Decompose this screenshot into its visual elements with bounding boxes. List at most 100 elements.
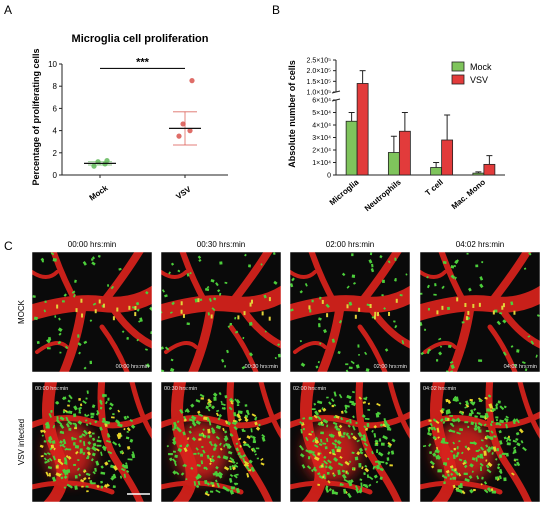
microglia-cell: [495, 476, 499, 480]
vessel-branch: [496, 303, 540, 349]
microglia-cell: [238, 454, 244, 459]
microglia-cell: [433, 293, 437, 296]
microglia-cell: [78, 411, 82, 414]
bar-mock: [472, 172, 485, 176]
microglia-cell: [117, 443, 122, 448]
microglia-cell: [436, 455, 441, 460]
microglia-cell: [86, 490, 89, 493]
microglia-cell: [218, 391, 222, 396]
microglia-cell: [117, 409, 121, 413]
microglia-cell: [308, 416, 313, 420]
microglia-cell: [210, 405, 216, 410]
microglia-cell: [325, 465, 328, 469]
microglia-cell: [437, 469, 442, 473]
microglia-cell: [85, 485, 89, 488]
microglia-cell: [505, 415, 509, 419]
microglia-cell: [343, 488, 347, 494]
microglia-cell: [487, 394, 492, 398]
microglia-cell: [92, 442, 97, 447]
microglia-cell: [449, 415, 453, 417]
microglia-cell: [94, 467, 97, 472]
microglia-cell: [504, 417, 509, 422]
microglia-cell: [430, 426, 434, 431]
microglia-cell: [258, 423, 261, 427]
timestamp-overlay: 02:00 hrs:min: [374, 364, 407, 370]
microglia-cell: [81, 313, 84, 318]
microglia-cell: [432, 452, 437, 457]
microglia-cell: [388, 311, 391, 316]
microglia-cell: [376, 411, 381, 415]
microglia-cell: [369, 252, 373, 256]
microglia-cell: [229, 322, 233, 326]
vessel-branch: [258, 382, 281, 440]
microglia-cell: [459, 427, 464, 432]
microglia-cell: [217, 289, 221, 293]
microglia-cell: [114, 419, 121, 425]
vessel-branch: [227, 252, 273, 308]
microglia-cell: [51, 476, 57, 482]
microglia-cell: [324, 446, 328, 450]
vessel-branch: [35, 341, 69, 354]
microglia-cell: [52, 424, 56, 429]
y-tick-label: 5×10⁴: [312, 110, 331, 117]
microglia-cell: [472, 401, 476, 405]
microglia-cell: [346, 471, 350, 475]
microglia-cell: [322, 418, 329, 424]
microglia-cell: [360, 482, 363, 488]
tile-border: [289, 381, 411, 503]
microglia-cell: [64, 345, 69, 350]
microglia-cell: [206, 482, 211, 486]
microglia-cell: [44, 422, 49, 427]
microglia-cell: [480, 483, 483, 486]
microglia-cell: [387, 441, 393, 447]
microglia-cell: [516, 461, 521, 467]
microglia-cell: [382, 279, 385, 283]
vessel-branch: [179, 252, 209, 307]
microglia-cell: [455, 488, 462, 493]
microglia-cell: [215, 435, 220, 440]
microglia-cell: [255, 426, 261, 431]
microglia-cell: [308, 305, 311, 310]
microglia-cell: [119, 450, 124, 454]
microglia-cell: [478, 429, 482, 433]
microglia-cell: [203, 416, 208, 421]
microglia-cell: [479, 276, 484, 281]
vessel-branch: [32, 270, 59, 279]
microglia-cell: [510, 301, 514, 306]
microglia-cell: [351, 390, 355, 394]
microglia-cell: [91, 261, 96, 266]
microglia-cell: [364, 351, 368, 356]
microglia-cell: [449, 370, 454, 372]
microglia-cell: [345, 363, 349, 366]
microglia-cell: [501, 452, 507, 455]
microglia-cell: [378, 438, 382, 442]
microglia-cell: [344, 460, 350, 466]
microglia-cell: [107, 284, 110, 287]
microglia-cell: [453, 264, 457, 268]
microglia-cell: [77, 334, 80, 338]
microglia-cell: [57, 327, 63, 333]
microglia-cell: [260, 462, 265, 466]
microglia-cell: [68, 427, 72, 431]
microglia-cell: [381, 294, 384, 297]
microglia-cell: [442, 437, 446, 443]
microglia-cell: [194, 298, 198, 303]
microglia-cell: [248, 352, 254, 357]
microglia-cell: [480, 446, 485, 451]
microglia-cell: [307, 456, 311, 460]
microglia-cell: [349, 418, 352, 424]
microglia-cell: [180, 301, 183, 306]
microglia-cell: [311, 469, 314, 473]
x-tick-label: VSV: [174, 184, 193, 201]
microglia-cell: [362, 401, 367, 404]
microglia-cell: [376, 460, 382, 466]
microglia-cell: [111, 475, 114, 479]
microglia-cell: [494, 309, 498, 313]
microglia-cell: [505, 452, 509, 457]
microglia-cell: [190, 415, 197, 421]
microglia-cell: [387, 451, 391, 455]
microglia-cell: [92, 437, 96, 441]
microglia-cell: [242, 336, 245, 340]
microglia-cell: [476, 425, 481, 430]
